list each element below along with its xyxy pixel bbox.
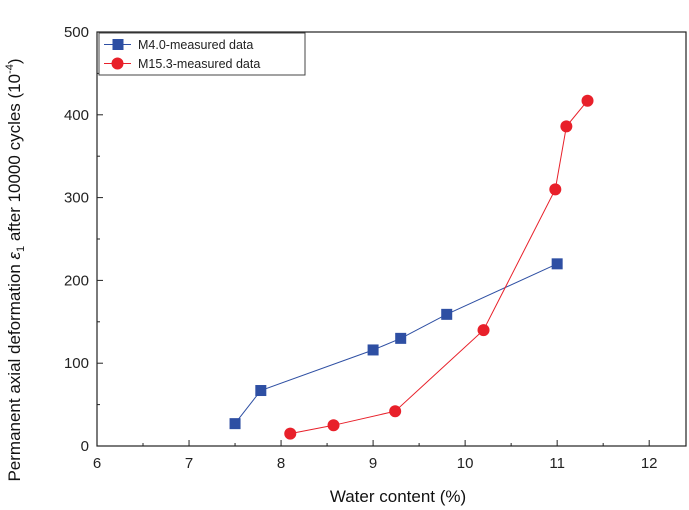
plot-area-frame <box>96 31 687 447</box>
data-point-square <box>367 344 379 356</box>
data-point-square <box>255 385 267 397</box>
x-tick-label: 9 <box>369 455 377 472</box>
x-tick-label: 6 <box>93 455 101 472</box>
legend-box <box>98 32 306 76</box>
data-point-square <box>395 332 407 344</box>
y-tick-label: 500 <box>64 24 89 41</box>
y-tick-label: 300 <box>64 190 89 207</box>
data-point-circle <box>327 419 340 432</box>
series-line-1 <box>290 100 588 435</box>
legend-marker-m40 <box>112 39 124 50</box>
y-tick-label: 100 <box>64 355 89 372</box>
data-point-square <box>551 258 563 270</box>
x-axis-title: Water content (%) <box>330 487 466 506</box>
data-point-circle <box>560 120 573 133</box>
y-tick-label: 0 <box>81 438 89 455</box>
legend-marker-m153 <box>111 57 124 70</box>
x-tick-label: 10 <box>457 455 474 472</box>
legend-label-m153: M15.3-measured data <box>138 57 260 71</box>
data-point-circle <box>549 183 562 196</box>
legend: M4.0-measured data M15.3-measured data <box>98 32 306 76</box>
data-point-square <box>441 308 453 320</box>
series-layer <box>229 94 594 440</box>
data-point-circle <box>477 324 490 337</box>
y-tick-label: 200 <box>64 272 89 289</box>
axis-ticks: 6 7 8 9 10 11 12 0 100 200 300 400 500 <box>64 24 658 472</box>
x-tick-label: 11 <box>549 455 565 472</box>
y-axis-title: Permanent axial deformation ε1 after 100… <box>4 58 27 481</box>
legend-label-m40: M4.0-measured data <box>138 38 253 52</box>
x-tick-label: 7 <box>185 455 193 472</box>
data-point-circle <box>581 94 594 107</box>
data-point-circle <box>284 427 297 440</box>
data-point-circle <box>389 405 402 418</box>
x-tick-label: 12 <box>641 455 658 472</box>
x-tick-label: 8 <box>277 455 285 472</box>
data-point-square <box>229 418 241 430</box>
y-tick-label: 400 <box>64 107 89 124</box>
